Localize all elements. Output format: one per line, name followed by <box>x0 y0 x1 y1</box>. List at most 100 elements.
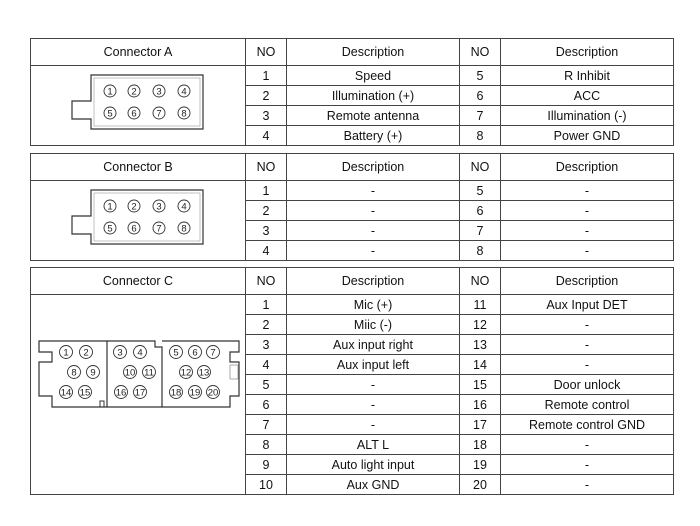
connector-table-a: Connector A NO Description NO Description 1 Sp… <box>30 38 674 146</box>
pin-number: 6 <box>245 394 287 415</box>
connector-table-c: Connector C NO Description NO Description 1 Mi… <box>30 267 674 495</box>
table-row: 10 Aux GND 20- <box>31 474 674 495</box>
connector-name: Connector B <box>30 153 246 181</box>
col-no: NO <box>245 267 287 295</box>
pin-description: - <box>286 240 460 261</box>
pin-number: 5 <box>245 374 287 395</box>
pin-number: 3 <box>245 105 287 126</box>
pin-number: 8 <box>459 125 501 146</box>
pin-number: 11 <box>459 294 501 315</box>
col-no: NO <box>459 267 501 295</box>
pin-description: - <box>500 474 674 495</box>
col-description: Description <box>286 267 460 295</box>
col-no: NO <box>459 153 501 181</box>
pin-description: - <box>286 200 460 221</box>
pin-description: Illumination (+) <box>286 85 460 106</box>
pin-number: 14 <box>459 354 501 375</box>
col-description: Description <box>286 153 460 181</box>
col-no: NO <box>245 153 287 181</box>
pin-description: ALT L <box>286 434 460 455</box>
table-row: 1-5- <box>30 180 674 261</box>
pin-number: 9 <box>245 454 287 475</box>
connector-diagram-cell <box>30 65 246 146</box>
connector-table-b: Connector B NO Description NO Description 1-5… <box>30 153 674 261</box>
pin-description: - <box>500 240 674 261</box>
pin-number: 17 <box>459 414 501 435</box>
table-row: 4 Battery (+) 8 Power GND <box>31 125 674 146</box>
col-description: Description <box>500 153 674 181</box>
pin-number: 4 <box>245 354 287 375</box>
pin-description: - <box>500 334 674 355</box>
pin-description: - <box>500 220 674 241</box>
pin-number: 1 <box>245 180 287 201</box>
table-row: 1 Mic (+) 11 Aux Input DET <box>30 294 674 495</box>
pin-number: 10 <box>245 474 287 495</box>
pin-description: Speed <box>286 65 460 86</box>
pin-description: - <box>500 314 674 335</box>
table-row: 1 Speed 5 R Inhibit <box>30 65 674 146</box>
pin-description: Auto light input <box>286 454 460 475</box>
table-row: 4 Aux input left 14- <box>31 354 674 375</box>
pin-number: 7 <box>245 414 287 435</box>
pin-description: - <box>500 200 674 221</box>
pin-description: Remote antenna <box>286 105 460 126</box>
pin-description: ACC <box>500 85 674 106</box>
pin-description: - <box>500 180 674 201</box>
pin-description: - <box>286 394 460 415</box>
pin-number: 18 <box>459 434 501 455</box>
pin-number: 3 <box>245 334 287 355</box>
table-row: 4-8- <box>31 240 674 261</box>
pin-description: Aux Input DET <box>500 294 674 315</box>
pin-description: Aux GND <box>286 474 460 495</box>
pin-number: 2 <box>245 314 287 335</box>
pin-number: 6 <box>459 200 501 221</box>
pin-description: Miic (-) <box>286 314 460 335</box>
pin-number: 16 <box>459 394 501 415</box>
pin-number: 7 <box>459 105 501 126</box>
col-no: NO <box>459 38 501 66</box>
pin-description: Battery (+) <box>286 125 460 146</box>
pin-number: 19 <box>459 454 501 475</box>
connector-name: Connector C <box>30 267 246 295</box>
pin-number: 13 <box>459 334 501 355</box>
pin-description: Door unlock <box>500 374 674 395</box>
pin-description: Power GND <box>500 125 674 146</box>
pin-number: 5 <box>459 180 501 201</box>
col-description: Description <box>286 38 460 66</box>
pin-number: 20 <box>459 474 501 495</box>
pin-description: Mic (+) <box>286 294 460 315</box>
table-row: 2 Illumination (+) 6 ACC <box>31 85 674 106</box>
connector-name: Connector A <box>30 38 246 66</box>
pin-number: 3 <box>245 220 287 241</box>
connector-diagram-cell <box>30 180 246 261</box>
pin-number: 1 <box>245 294 287 315</box>
pin-description: - <box>286 374 460 395</box>
table-row: 3 Remote antenna 7 Illumination (-) <box>31 105 674 126</box>
pin-number: 6 <box>459 85 501 106</box>
col-description: Description <box>500 267 674 295</box>
pin-description: - <box>286 180 460 201</box>
pin-description: Aux input right <box>286 334 460 355</box>
pin-description: - <box>500 434 674 455</box>
pin-description: - <box>500 454 674 475</box>
col-no: NO <box>245 38 287 66</box>
table-row: 3-7- <box>31 220 674 241</box>
pin-number: 7 <box>459 220 501 241</box>
pin-description: - <box>500 354 674 375</box>
pin-number: 4 <box>245 240 287 261</box>
table-row: 7-17 Remote control GND <box>31 414 674 435</box>
table-row: 6-16 Remote control <box>31 394 674 415</box>
pin-number: 12 <box>459 314 501 335</box>
connector-diagram-cell <box>30 294 246 495</box>
pin-description: Illumination (-) <box>500 105 674 126</box>
pin-description: R Inhibit <box>500 65 674 86</box>
pin-number: 2 <box>245 85 287 106</box>
pin-description: Remote control <box>500 394 674 415</box>
col-description: Description <box>500 38 674 66</box>
pin-number: 8 <box>459 240 501 261</box>
pin-description: Remote control GND <box>500 414 674 435</box>
pin-number: 4 <box>245 125 287 146</box>
pin-number: 15 <box>459 374 501 395</box>
table-row: 2 Miic (-) 12- <box>31 314 674 335</box>
pin-description: - <box>286 220 460 241</box>
